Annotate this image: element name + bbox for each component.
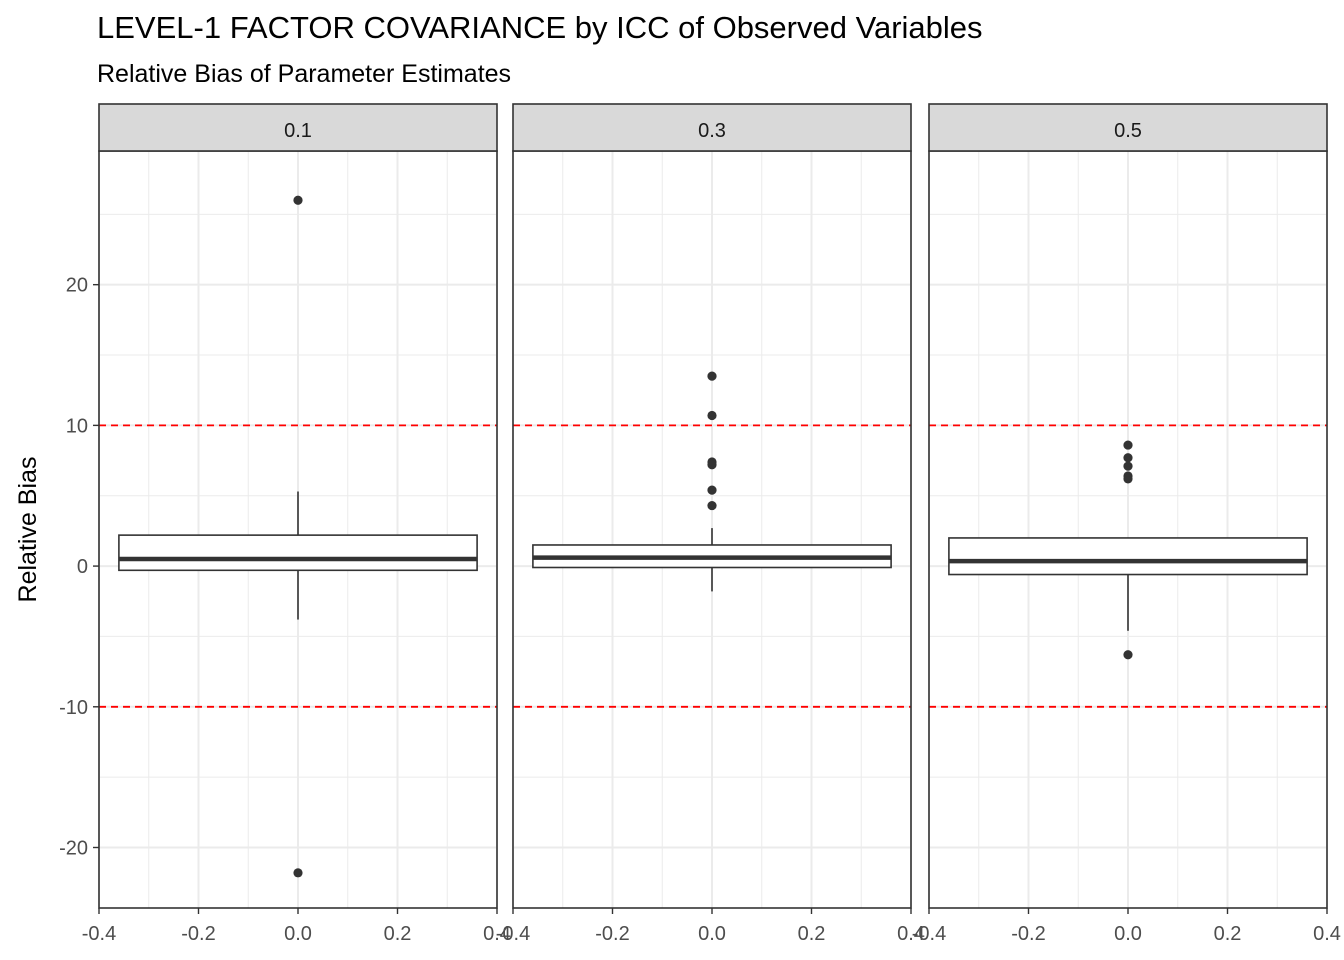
x-tick-label: -0.2 [1011,923,1045,945]
outlier-point [293,195,303,205]
outlier-point [1123,474,1133,484]
x-tick-label: 0.4 [1313,923,1341,945]
y-tick-label: -20 [59,837,88,859]
chart-subtitle: Relative Bias of Parameter Estimates [97,60,512,88]
outlier-point [1123,440,1133,450]
facet-strip [928,103,1328,152]
outlier-point [1123,650,1133,660]
outlier-point [707,500,717,511]
x-tick-label: 0.4 [483,923,511,945]
x-tick-label: 0.0 [1114,923,1142,945]
facet-strip-label: 0.5 [1114,120,1142,142]
x-tick-label: 0.0 [284,923,312,945]
x-tick-label: -0.4 [82,923,116,945]
facet-strip [512,103,912,152]
chart-title: LEVEL-1 FACTOR COVARIANCE by ICC of Obse… [97,10,983,45]
outlier-point [293,868,303,878]
outlier-point [707,371,717,381]
facet-strip-label: 0.1 [284,120,312,142]
outlier-point [1123,453,1133,463]
outlier-point [707,485,717,495]
outlier-point [1123,461,1133,471]
x-tick-label: 0.2 [798,923,826,945]
y-tick-label: -10 [59,697,88,719]
facet-strip-label: 0.3 [698,120,726,142]
x-tick-label: 0.2 [1214,923,1242,945]
y-axis-label: Relative Bias [14,457,42,603]
x-tick-label: 0.0 [698,923,726,945]
x-tick-label: -0.2 [181,923,215,945]
x-tick-label: -0.4 [496,923,530,945]
y-tick-label: 10 [66,415,88,437]
x-tick-label: -0.4 [912,923,946,945]
x-tick-label: -0.2 [595,923,629,945]
outlier-point [707,460,717,470]
box-iqr [118,534,478,572]
box-iqr [948,537,1308,576]
x-tick-label: 0.4 [897,923,925,945]
x-tick-label: 0.2 [384,923,412,945]
outlier-point [707,410,717,421]
y-tick-label: 20 [66,275,88,297]
facet-strip [98,103,498,152]
y-tick-label: 0 [77,556,88,578]
